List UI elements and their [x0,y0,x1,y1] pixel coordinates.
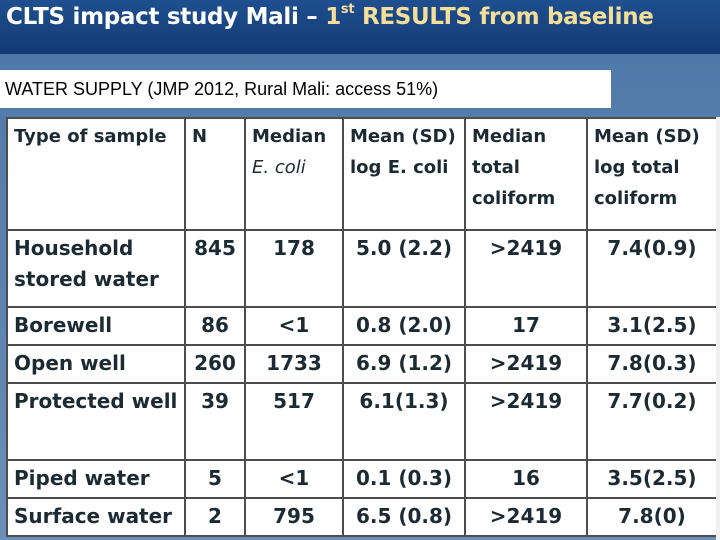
cell-median-total-coliform: >2419 [464,382,588,461]
cell-median-ecoli: <1 [244,306,344,346]
header-type-of-sample: Type of sample [6,117,186,231]
cell-median-total-coliform: 16 [464,459,588,499]
cell-n: 39 [184,382,246,461]
cell-median-ecoli: 517 [244,382,344,461]
cell-median-total-coliform: >2419 [464,344,588,384]
header-line: E. coli [252,157,306,178]
cell-median-total-coliform: 17 [464,306,588,346]
cell-mean-log-ecoli: 0.1 (0.3) [342,459,466,499]
cell-n: 2 [184,497,246,537]
cell-mean-log-ecoli: 6.5 (0.8) [342,497,466,537]
table-row: Surface water 2 795 6.5 (0.8) >2419 7.8(… [6,497,718,537]
header-line: log E. coli [350,157,449,178]
cell-type: Borewell [6,306,186,346]
cell-median-ecoli: 1733 [244,344,344,384]
header-line: total [472,157,520,178]
cell-mean-log-ecoli: 5.0 (2.2) [342,229,466,308]
cell-mean-log-total-coliform: 7.4(0.9) [586,229,718,308]
title-ordinal-number: 1 [325,4,341,30]
title-ordinal-suffix: st [340,2,355,18]
cell-median-ecoli: <1 [244,459,344,499]
cell-mean-log-total-coliform: 3.5(2.5) [586,459,718,499]
header-line: coliform [472,188,556,209]
title-ordinal: 1st [325,2,355,30]
cell-mean-log-total-coliform: 3.1(2.5) [586,306,718,346]
cell-mean-log-ecoli: 6.1(1.3) [342,382,466,461]
right-edge-strip [716,117,720,540]
cell-n: 86 [184,306,246,346]
table-row: Household stored water 845 178 5.0 (2.2)… [6,229,718,308]
header-line: Median [472,126,547,147]
title-rest: RESULTS from baseline [354,4,654,30]
cell-n: 260 [184,344,246,384]
header-mean-log-ecoli: Mean (SD) log E. coli [342,117,466,231]
table-row: Open well 260 1733 6.9 (1.2) >2419 7.8(0… [6,344,718,384]
cell-mean-log-ecoli: 6.9 (1.2) [342,344,466,384]
cell-n: 5 [184,459,246,499]
cell-type: Piped water [6,459,186,499]
header-mean-log-total-coliform: Mean (SD) log total coliform [586,117,718,231]
subtitle-box [0,70,611,108]
cell-n: 845 [184,229,246,308]
cell-mean-log-total-coliform: 7.8(0) [586,497,718,537]
results-table: Type of sample N Median E. coli Mean (SD)… [6,117,718,537]
cell-median-total-coliform: >2419 [464,497,588,537]
header-line: Type of sample [14,126,167,147]
header-line: Mean (SD) [350,126,456,147]
title-banner [0,0,720,54]
header-median-total-coliform: Median total coliform [464,117,588,231]
header-line: Mean (SD) [594,126,700,147]
cell-type: Open well [6,344,186,384]
header-line: coliform [594,188,678,209]
slide-title: CLTS impact study Mali – 1st RESULTS fro… [6,2,654,30]
cell-type: Surface water [6,497,186,537]
table-row: Piped water 5 <1 0.1 (0.3) 16 3.5(2.5) [6,459,718,499]
header-line: N [192,126,208,147]
header-line: log total [594,157,680,178]
cell-mean-log-total-coliform: 7.8(0.3) [586,344,718,384]
cell-median-ecoli: 795 [244,497,344,537]
table-row: Borewell 86 <1 0.8 (2.0) 17 3.1(2.5) [6,306,718,346]
cell-mean-log-ecoli: 0.8 (2.0) [342,306,466,346]
title-prefix: CLTS impact study Mali – [6,4,326,30]
cell-type: Household stored water [6,229,186,308]
cell-type: Protected well [6,382,186,461]
cell-median-total-coliform: >2419 [464,229,588,308]
header-line: Median [252,126,327,147]
header-median-ecoli: Median E. coli [244,117,344,231]
cell-median-ecoli: 178 [244,229,344,308]
subtitle: WATER SUPPLY (JMP 2012, Rural Mali: acce… [5,79,439,99]
table-header-row: Type of sample N Median E. coli Mean (SD)… [6,117,718,231]
header-n: N [184,117,246,231]
table-row: Protected well 39 517 6.1(1.3) >2419 7.7… [6,382,718,461]
cell-mean-log-total-coliform: 7.7(0.2) [586,382,718,461]
